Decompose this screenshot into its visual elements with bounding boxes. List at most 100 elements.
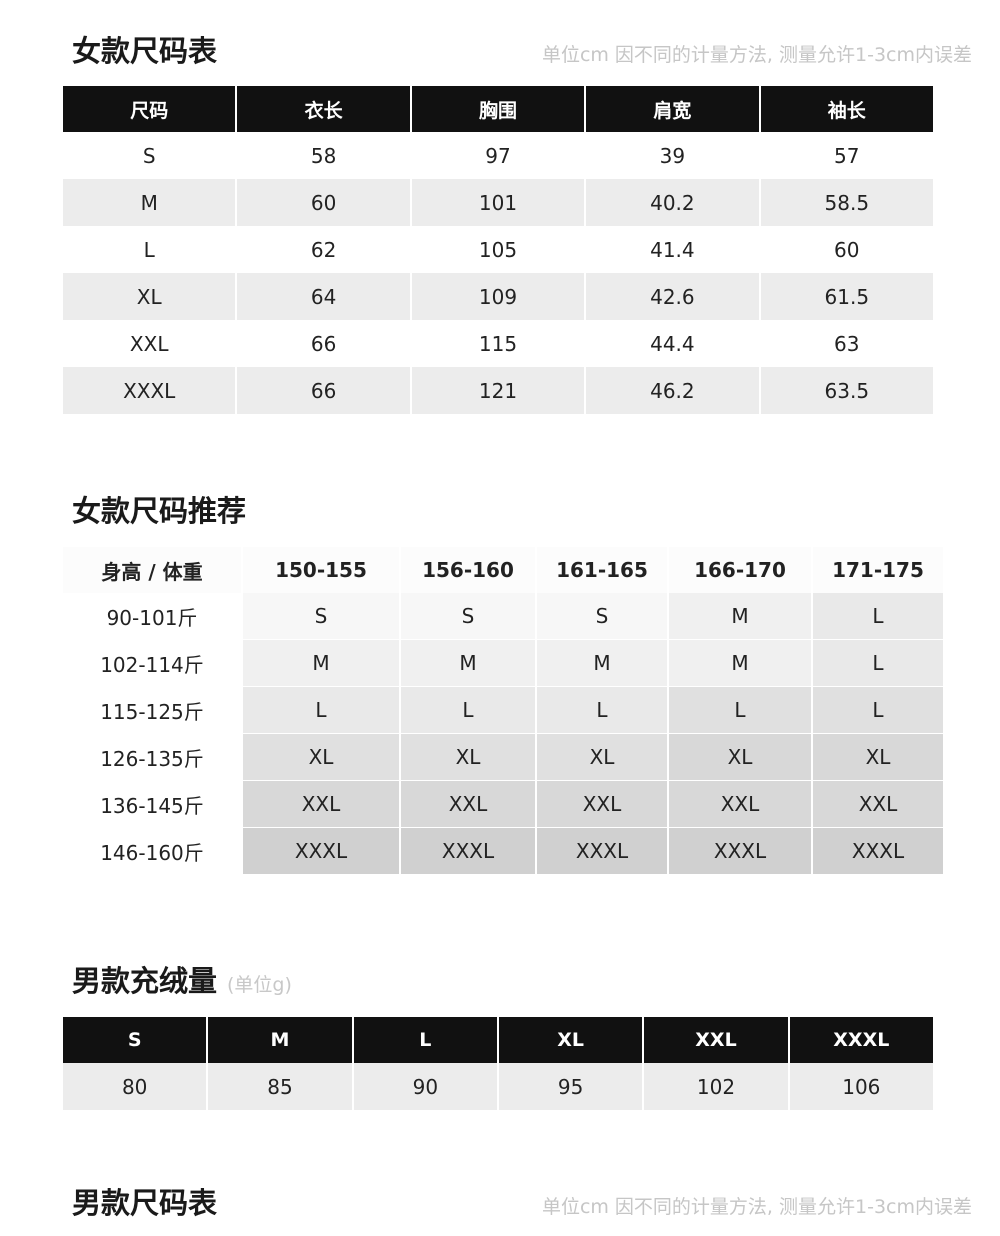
column-header: 150-155 — [243, 547, 399, 593]
table-cell: 102 — [644, 1063, 788, 1110]
size-cell: L — [813, 593, 943, 640]
table-cell: 66 — [237, 367, 410, 414]
size-cell: XXXL — [813, 828, 943, 875]
women-size-table: 尺码 衣长 胸围 肩宽 袖长 S 58 97 39 57 M 60 101 40.2 58.5 L 62 105 4… — [61, 86, 935, 414]
table-cell: 42.6 — [586, 273, 759, 320]
size-cell: XXXL — [401, 828, 535, 875]
table-cell: 85 — [208, 1063, 352, 1110]
table-cell: 106 — [789, 1063, 933, 1110]
table-row: XXL 66 115 44.4 63 — [63, 320, 933, 367]
table-cell: S — [142, 143, 156, 168]
men-size-title: 男款尺码表 — [72, 1186, 218, 1220]
women-size-title: 女款尺码表 — [72, 34, 218, 68]
table-row: M 60 101 40.2 58.5 — [63, 179, 933, 226]
size-cell: L — [813, 687, 943, 734]
table-row: XL 64 109 42.6 61.5 — [63, 273, 933, 320]
size-cell: XXL — [813, 781, 943, 828]
table-cell: 105 — [478, 237, 518, 262]
table-cell: 63 — [834, 331, 860, 356]
size-cell: XL — [243, 734, 399, 781]
column-header: M — [208, 1017, 352, 1063]
size-cell: M — [669, 593, 811, 640]
table-cell: 97 — [485, 143, 511, 168]
column-header: 171-175 — [813, 547, 943, 593]
table-cell: 46.2 — [586, 367, 759, 414]
table-cell: 62 — [310, 237, 337, 262]
table-row: 136-145斤 XXL XXL XXL XXL XXL — [63, 781, 943, 828]
men-down-table: S M L XL XXL XXXL 80 85 90 95 102 106 — [61, 1017, 935, 1110]
size-cell: L — [669, 687, 811, 734]
weight-label: 102-114斤 — [63, 640, 241, 687]
column-header: XXL — [644, 1017, 788, 1063]
weight-label: 90-101斤 — [63, 593, 241, 640]
measurement-note: 单位cm 因不同的计量方法, 测量允许1-3cm内误差 — [541, 44, 972, 66]
table-row: 146-160斤 XXXL XXXL XXXL XXXL XXXL — [63, 828, 943, 875]
table-cell: 115 — [478, 331, 518, 356]
table-cell: 58 — [310, 143, 337, 168]
size-cell: XXXL — [537, 828, 667, 875]
weight-label: 136-145斤 — [63, 781, 241, 828]
size-cell: S — [537, 593, 667, 640]
table-cell: 80 — [63, 1063, 207, 1110]
column-header: 袖长 — [760, 86, 933, 132]
column-header: XL — [498, 1017, 643, 1063]
table-cell: 90 — [353, 1063, 497, 1110]
size-cell: XXL — [243, 781, 399, 828]
column-header: 肩宽 — [586, 86, 759, 132]
size-cell: XL — [537, 734, 667, 781]
table-cell: 109 — [411, 273, 585, 320]
table-cell: 66 — [310, 331, 337, 356]
women-recommend-title: 女款尺码推荐 — [72, 494, 247, 528]
table-cell: 58.5 — [760, 179, 933, 226]
men-down-title-text: 男款充绒量 — [72, 964, 218, 998]
size-cell: M — [669, 640, 811, 687]
size-cell: L — [243, 687, 399, 734]
column-header: XXXL — [789, 1017, 933, 1063]
table-cell: 121 — [411, 367, 585, 414]
column-header: 衣长 — [237, 86, 410, 132]
table-row: XXXL 66 121 46.2 63.5 — [63, 367, 933, 414]
table-cell: 61.5 — [760, 273, 933, 320]
table-row: 115-125斤 L L L L L — [63, 687, 943, 734]
size-cell: XL — [813, 734, 943, 781]
table-cell: 101 — [411, 179, 585, 226]
table-row: 90-101斤 S S S M L — [63, 593, 943, 640]
column-header: 胸围 — [411, 86, 585, 132]
column-header: 身高 / 体重 — [63, 547, 241, 593]
table-cell: L — [143, 237, 155, 262]
men-down-title: 男款充绒量 (单位g) — [72, 958, 292, 1000]
size-cell: L — [813, 640, 943, 687]
column-header: L — [353, 1017, 497, 1063]
size-cell: S — [401, 593, 535, 640]
table-row: S 58 97 39 57 — [63, 132, 933, 179]
size-cell: XXL — [669, 781, 811, 828]
size-cell: XL — [669, 734, 811, 781]
table-cell: 39 — [659, 143, 686, 168]
column-header: 161-165 — [537, 547, 667, 593]
table-cell: 44.4 — [650, 331, 695, 356]
table-cell: M — [63, 179, 236, 226]
weight-label: 146-160斤 — [63, 828, 241, 875]
size-cell: M — [537, 640, 667, 687]
size-cell: L — [401, 687, 535, 734]
unit-label: (单位g) — [227, 974, 292, 996]
weight-label: 115-125斤 — [63, 687, 241, 734]
table-row: 126-135斤 XL XL XL XL XL — [63, 734, 943, 781]
size-cell: XXL — [401, 781, 535, 828]
column-header: S — [63, 1017, 207, 1063]
table-row: L 62 105 41.4 60 — [63, 226, 933, 273]
table-cell: XXL — [129, 331, 169, 356]
women-recommend-table: 身高 / 体重 150-155 156-160 161-165 166-170 171-1… — [61, 547, 945, 875]
column-header: 166-170 — [669, 547, 811, 593]
table-cell: 64 — [237, 273, 410, 320]
size-cell: XXXL — [669, 828, 811, 875]
table-cell: 95 — [498, 1063, 643, 1110]
table-cell: XL — [63, 273, 236, 320]
size-cell: L — [537, 687, 667, 734]
table-cell: 63.5 — [760, 367, 933, 414]
table-row: 102-114斤 M M M M L — [63, 640, 943, 687]
table-cell: 41.4 — [650, 237, 695, 262]
table-cell: 60 — [834, 237, 860, 262]
size-cell: XXL — [537, 781, 667, 828]
size-cell: XL — [401, 734, 535, 781]
